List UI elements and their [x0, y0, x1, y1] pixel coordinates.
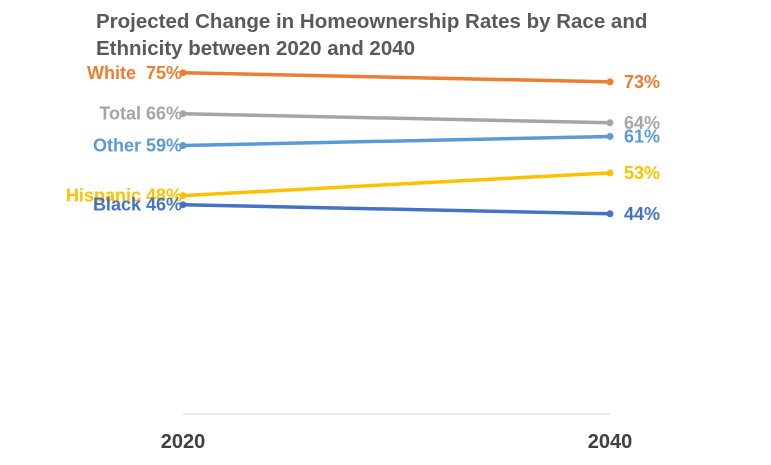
- series-hispanic: Hispanic 48% 53%: [66, 163, 660, 206]
- data-point-hispanic-2020: [179, 192, 187, 200]
- series-black: Black 46% 44%: [93, 195, 660, 224]
- data-point-other-2040: [606, 132, 614, 140]
- series-label-black: Black 46%: [93, 195, 182, 215]
- series-label-hispanic: Hispanic 48%: [66, 186, 182, 206]
- series-total: Total 66% 64%: [99, 104, 660, 133]
- value-label-white-2040: 73%: [624, 72, 660, 92]
- data-point-black-2040: [606, 210, 614, 218]
- data-point-total-2020: [179, 110, 187, 118]
- series-line-black: [181, 202, 612, 216]
- value-label-hispanic-2040: 53%: [624, 163, 660, 183]
- x-tick-layer: 2020 2040: [161, 431, 633, 453]
- chart-title: Projected Change in Homeownership Rates …: [96, 10, 648, 60]
- x-tick-label-2040: 2040: [588, 431, 633, 453]
- series-line-total: [181, 111, 612, 125]
- series-other: Other 59% 61%: [93, 126, 660, 155]
- data-point-black-2020: [179, 201, 187, 209]
- series-label-other: Other 59%: [93, 136, 182, 156]
- series-label-total: Total 66%: [99, 104, 182, 124]
- series-line-hispanic: [181, 171, 612, 198]
- data-point-total-2040: [606, 119, 614, 127]
- series-line-white: [181, 71, 612, 84]
- value-label-total-2040: 64%: [624, 113, 660, 133]
- value-label-black-2040: 44%: [624, 204, 660, 224]
- data-point-white-2020: [179, 69, 187, 77]
- data-point-white-2040: [606, 78, 614, 86]
- series-line-other: [181, 134, 612, 148]
- series-layer: White 75% 73% Total 66% 64% Other 59% 61% Hisp…: [66, 63, 660, 224]
- series-label-white: White 75%: [87, 63, 182, 83]
- series-white: White 75% 73%: [87, 63, 660, 92]
- value-label-other-2040: 61%: [624, 126, 660, 146]
- x-tick-label-2020: 2020: [161, 431, 206, 453]
- data-point-hispanic-2040: [606, 169, 614, 177]
- data-point-other-2020: [179, 142, 187, 150]
